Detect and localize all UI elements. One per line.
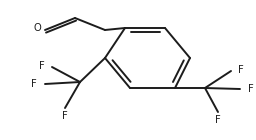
Text: F: F bbox=[39, 61, 45, 71]
Text: F: F bbox=[248, 84, 254, 94]
Text: F: F bbox=[62, 111, 68, 121]
Text: F: F bbox=[238, 65, 244, 75]
Text: O: O bbox=[34, 23, 42, 33]
Text: F: F bbox=[31, 79, 37, 89]
Text: F: F bbox=[215, 115, 221, 125]
